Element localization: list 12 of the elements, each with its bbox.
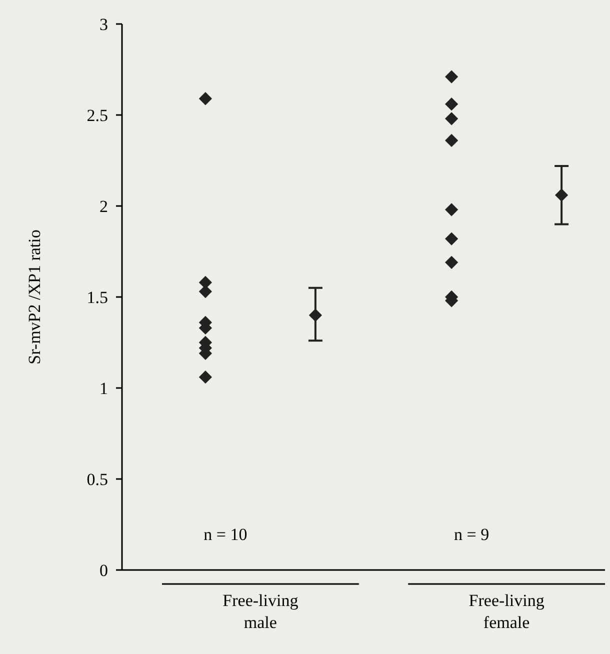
annotation: n = 10 [204,525,248,544]
y-axis-title: Sr-mvP2 /XP1 ratio [25,230,44,364]
x-tick-label: Free-living female [468,591,545,632]
y-tick-label: 1 [100,378,108,398]
y-tick-label: 1.5 [86,288,108,307]
y-tick-label: 0 [100,560,108,580]
x-tick-label: Free-living male [222,591,299,632]
y-tick-label: 2.5 [86,106,108,125]
y-tick-label: 0.5 [86,470,108,489]
y-tick-label: 2 [100,196,108,216]
annotation: n = 9 [454,525,490,544]
y-tick-label: 3 [100,14,108,34]
